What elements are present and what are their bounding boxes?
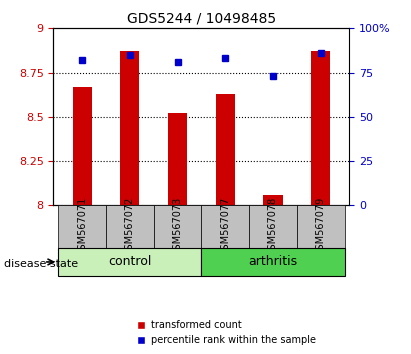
Bar [120, 51, 139, 205]
Text: GSM567079: GSM567079 [316, 197, 326, 256]
FancyBboxPatch shape [106, 205, 154, 248]
Bar [72, 87, 92, 205]
FancyBboxPatch shape [58, 248, 201, 276]
Text: GSM567071: GSM567071 [77, 197, 87, 256]
Bar [311, 51, 330, 205]
Bar [168, 113, 187, 205]
Text: GSM567078: GSM567078 [268, 197, 278, 256]
Text: control: control [108, 256, 152, 268]
FancyBboxPatch shape [297, 205, 344, 248]
FancyBboxPatch shape [154, 205, 201, 248]
FancyBboxPatch shape [201, 248, 344, 276]
Text: GSM567072: GSM567072 [125, 197, 135, 256]
Title: GDS5244 / 10498485: GDS5244 / 10498485 [127, 12, 276, 26]
FancyBboxPatch shape [58, 205, 106, 248]
Text: GSM567077: GSM567077 [220, 197, 230, 256]
Text: arthritis: arthritis [248, 256, 298, 268]
Legend: transformed count, percentile rank within the sample: transformed count, percentile rank withi… [132, 316, 320, 349]
Text: disease state: disease state [4, 259, 78, 269]
FancyBboxPatch shape [201, 205, 249, 248]
Bar [216, 94, 235, 205]
FancyBboxPatch shape [249, 205, 297, 248]
Text: GSM567073: GSM567073 [173, 197, 182, 256]
Bar [263, 195, 282, 205]
